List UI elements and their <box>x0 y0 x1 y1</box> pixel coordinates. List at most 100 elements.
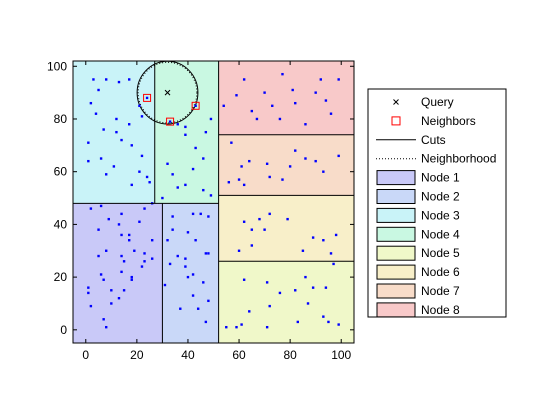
data-point <box>248 310 251 313</box>
data-point <box>337 78 340 81</box>
data-point <box>168 120 172 123</box>
data-point <box>143 252 146 255</box>
data-point <box>265 281 269 284</box>
data-point <box>110 289 113 292</box>
data-point <box>240 323 243 326</box>
legend-label: Query <box>421 95 454 109</box>
data-point <box>204 252 208 255</box>
data-point <box>120 233 123 237</box>
data-point <box>186 231 190 234</box>
y-tick-label: 60 <box>54 165 68 179</box>
data-point <box>242 278 246 281</box>
data-point <box>268 304 271 308</box>
data-point <box>248 159 251 163</box>
data-point <box>337 323 340 326</box>
x-tick-label: 40 <box>181 348 195 362</box>
data-point <box>281 178 284 181</box>
data-point <box>117 223 121 226</box>
legend-swatch <box>376 189 416 204</box>
data-point <box>250 228 254 231</box>
data-point <box>225 325 228 329</box>
legend-entry: Node 8 <box>376 302 460 318</box>
data-point <box>240 165 243 168</box>
data-point <box>222 104 225 108</box>
data-point <box>327 320 330 324</box>
ticks-layer: 0 20 40 60 80 100 0 20 40 60 80 100 <box>47 59 354 362</box>
x-tick-label: 0 <box>82 348 89 362</box>
data-point <box>143 260 146 263</box>
data-point <box>168 262 172 266</box>
data-point <box>265 325 269 329</box>
data-point <box>322 315 325 318</box>
data-point <box>322 239 325 242</box>
data-point <box>207 299 210 303</box>
data-point <box>99 273 103 276</box>
data-point <box>202 188 205 192</box>
node-region-6 <box>218 195 354 262</box>
data-point <box>294 289 297 292</box>
data-point <box>130 275 133 279</box>
legend-swatch <box>376 226 416 242</box>
node-region-2 <box>162 203 219 343</box>
data-point <box>337 154 340 158</box>
data-point <box>115 130 118 134</box>
data-point <box>171 173 174 176</box>
data-point <box>314 159 317 163</box>
data-point <box>286 217 289 221</box>
neighbor-marker <box>166 117 175 126</box>
data-point <box>138 220 141 223</box>
data-point <box>176 123 179 126</box>
data-point <box>107 217 110 221</box>
data-point <box>105 173 108 176</box>
query-marker <box>164 89 171 96</box>
data-point <box>304 123 307 126</box>
data-point <box>296 320 299 324</box>
data-point <box>148 181 151 184</box>
data-point <box>329 112 333 115</box>
data-point <box>97 228 100 231</box>
data-point <box>194 239 197 242</box>
data-point <box>204 130 208 134</box>
data-point <box>112 165 116 168</box>
legend-entry: Node 2 <box>376 189 460 204</box>
markers-layer <box>143 89 200 126</box>
data-point <box>191 294 195 297</box>
data-point <box>117 80 121 84</box>
legend-label: Cuts <box>421 133 446 147</box>
neighborhood-circle <box>137 61 198 124</box>
legend-swatch <box>376 302 416 318</box>
data-point <box>250 109 254 113</box>
data-point <box>191 167 195 171</box>
data-point <box>133 249 136 252</box>
data-point <box>128 123 131 126</box>
data-point <box>105 325 108 329</box>
data-point <box>145 175 149 179</box>
axes-frame <box>72 60 355 344</box>
data-point <box>184 133 187 136</box>
data-point <box>130 278 133 281</box>
data-point <box>304 157 307 160</box>
data-point <box>166 239 169 242</box>
legend-entry: Node 1 <box>376 170 460 186</box>
data-point <box>138 170 141 173</box>
data-point <box>194 104 197 108</box>
data-point <box>255 117 259 121</box>
node-region-3 <box>73 61 155 204</box>
data-point <box>102 128 105 131</box>
data-point <box>194 146 197 150</box>
data-point <box>184 183 187 187</box>
points-layer <box>87 72 340 329</box>
legend-label: Neighbors <box>421 114 476 128</box>
x-tick-label: 20 <box>130 348 144 362</box>
x-tick-label: 80 <box>283 348 297 362</box>
legend-label: Node 6 <box>421 265 460 279</box>
data-point <box>191 273 195 276</box>
data-point <box>89 207 93 210</box>
data-point <box>130 183 133 187</box>
plot-area: 0 20 40 60 80 100 0 20 40 60 80 100 <box>47 59 355 362</box>
data-point <box>204 320 208 324</box>
legend-entry: Node 4 <box>376 226 460 242</box>
data-point <box>179 307 182 310</box>
data-point <box>263 228 266 231</box>
